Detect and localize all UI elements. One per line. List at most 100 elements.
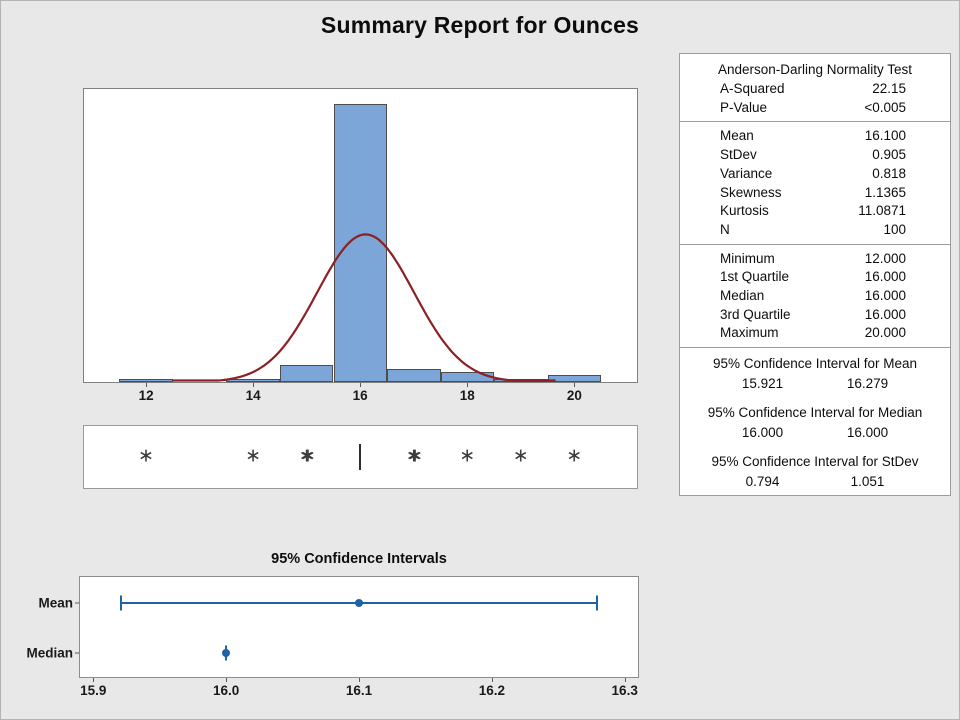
stats-section-header: 95% Confidence Interval for Median <box>707 405 923 421</box>
stat-row: Variance 0.818 <box>680 165 950 184</box>
stat-ci-values: 16.000 16.000 <box>680 423 950 442</box>
ci-category-labels: Mean Median <box>1 576 79 678</box>
axis-tick <box>226 678 228 682</box>
stat-row: 1st Quartile 16.000 <box>680 268 950 287</box>
outlier-asterisk: ∗ <box>245 444 262 467</box>
stat-row: Minimum 12.000 <box>680 250 950 269</box>
stats-section-header: 95% Confidence Interval for StDev <box>711 454 919 470</box>
axis-tick <box>360 383 362 387</box>
histogram-bar <box>387 368 441 382</box>
ci-category-label: Median <box>26 645 73 661</box>
stat-ci-value: 15.921 <box>741 376 784 392</box>
ci-category-tick <box>75 652 79 654</box>
stat-value: 0.905 <box>872 147 906 163</box>
stat-value: 22.15 <box>872 81 906 96</box>
axis-tick-label: 16.3 <box>611 683 638 698</box>
stats-section: Anderson-Darling Normality Test A-Squared… <box>680 54 950 123</box>
stat-label: N <box>720 221 730 237</box>
axis-tick <box>491 678 493 682</box>
stat-label: Maximum <box>720 325 779 341</box>
stats-section-header: Anderson-Darling Normality Test <box>717 62 913 77</box>
axis-tick-label: 14 <box>245 388 261 403</box>
stat-row: Kurtosis 11.0871 <box>680 202 950 221</box>
axis-tick-label: 12 <box>138 388 154 403</box>
histogram-plot <box>83 88 638 383</box>
outlier-asterisk: ∗ <box>512 444 529 467</box>
stats-section: Minimum 12.000 1st Quartile 16.000 Median 16.… <box>680 245 950 349</box>
stat-label: P-Value <box>720 99 768 115</box>
outlier-asterisk: ∗ <box>298 444 315 467</box>
stat-row: Skewness 1.1365 <box>680 184 950 203</box>
histogram-bar <box>226 378 280 382</box>
ci-point <box>222 649 231 657</box>
stat-value: 20.000 <box>864 325 906 341</box>
histogram-bar <box>440 372 494 382</box>
stat-ci-values: 0.794 1.051 <box>680 472 950 491</box>
stat-label: StDev <box>720 147 757 163</box>
histogram-bar <box>547 375 602 382</box>
ci-x-axis: 15.9 16.0 16.1 16.2 16.3 <box>80 678 638 704</box>
stats-section: 95% Confidence Interval for Mean 15.921 16… <box>680 348 950 397</box>
stat-row: 3rd Quartile 16.000 <box>680 306 950 325</box>
axis-tick <box>624 678 626 682</box>
outlier-asterisk: ∗ <box>405 444 422 467</box>
ci-interval-cap <box>120 595 123 611</box>
stats-panel: Anderson-Darling Normality Test A-Squared… <box>679 53 951 496</box>
stat-value: <0.005 <box>864 99 906 115</box>
ci-point <box>355 599 363 607</box>
stat-ci-value: 1.051 <box>850 474 885 490</box>
stats-section: 95% Confidence Interval for Median 16.000… <box>680 397 950 446</box>
stat-value: 0.818 <box>872 165 906 181</box>
ci-category-tick <box>75 602 79 604</box>
axis-tick <box>253 383 255 387</box>
stats-section: Mean 16.100 StDev 0.905 Variance 0.818 Skewnes… <box>680 122 950 245</box>
ci-plot <box>79 576 639 678</box>
stat-label: Median <box>720 288 765 304</box>
stat-label: Kurtosis <box>720 203 769 219</box>
histogram-x-axis: 12 14 16 18 20 <box>84 383 637 409</box>
axis-tick <box>467 383 469 387</box>
stat-value: 16.000 <box>864 306 906 322</box>
stat-row: A-Squared 22.15 <box>680 80 950 99</box>
stat-ci-value: 16.279 <box>846 376 889 392</box>
stat-label: 1st Quartile <box>720 269 790 285</box>
stat-label: Variance <box>720 165 773 181</box>
stat-value: 12.000 <box>864 250 906 266</box>
stat-value: 16.000 <box>864 269 906 285</box>
axis-tick-label: 15.9 <box>80 683 107 698</box>
axis-tick <box>93 678 95 682</box>
stat-ci-value: 16.000 <box>741 425 784 441</box>
axis-tick <box>574 383 576 387</box>
ci-plot-title: 95% Confidence Intervals <box>271 551 447 567</box>
stat-value: 1.1365 <box>864 184 906 200</box>
page-title: Summary Report for Ounces <box>320 12 640 38</box>
outlier-asterisk: ∗ <box>459 444 476 467</box>
stat-label: A-Squared <box>720 81 785 96</box>
stat-ci-value: 16.000 <box>846 425 889 441</box>
stat-row: Median 16.000 <box>680 287 950 306</box>
outlier-asterisk: ∗ <box>138 444 155 467</box>
stat-row: StDev 0.905 <box>680 146 950 165</box>
stat-label: 3rd Quartile <box>720 306 791 322</box>
stat-value: 100 <box>883 221 906 237</box>
stat-row: P-Value <0.005 <box>680 99 950 118</box>
axis-tick-label: 16 <box>352 388 368 403</box>
stat-value: 11.0871 <box>858 203 906 219</box>
median-line <box>359 444 362 470</box>
axis-tick-label: 18 <box>459 388 475 403</box>
stat-label: Mean <box>720 128 754 144</box>
outlier-asterisk: ∗ <box>566 444 583 467</box>
axis-tick <box>146 383 148 387</box>
axis-tick-label: 16.2 <box>478 683 506 698</box>
histogram-bar <box>279 365 334 382</box>
stat-row: N 100 <box>680 221 950 240</box>
stat-value: 16.000 <box>864 288 906 304</box>
stat-ci-values: 15.921 16.279 <box>680 374 950 393</box>
stats-section: 95% Confidence Interval for StDev 0.794 1.… <box>680 446 950 495</box>
ci-interval-cap <box>595 595 598 611</box>
stat-label: Skewness <box>720 184 782 200</box>
histogram-bar <box>494 378 548 382</box>
stat-ci-value: 0.794 <box>745 474 780 490</box>
histogram-bar <box>119 378 173 382</box>
